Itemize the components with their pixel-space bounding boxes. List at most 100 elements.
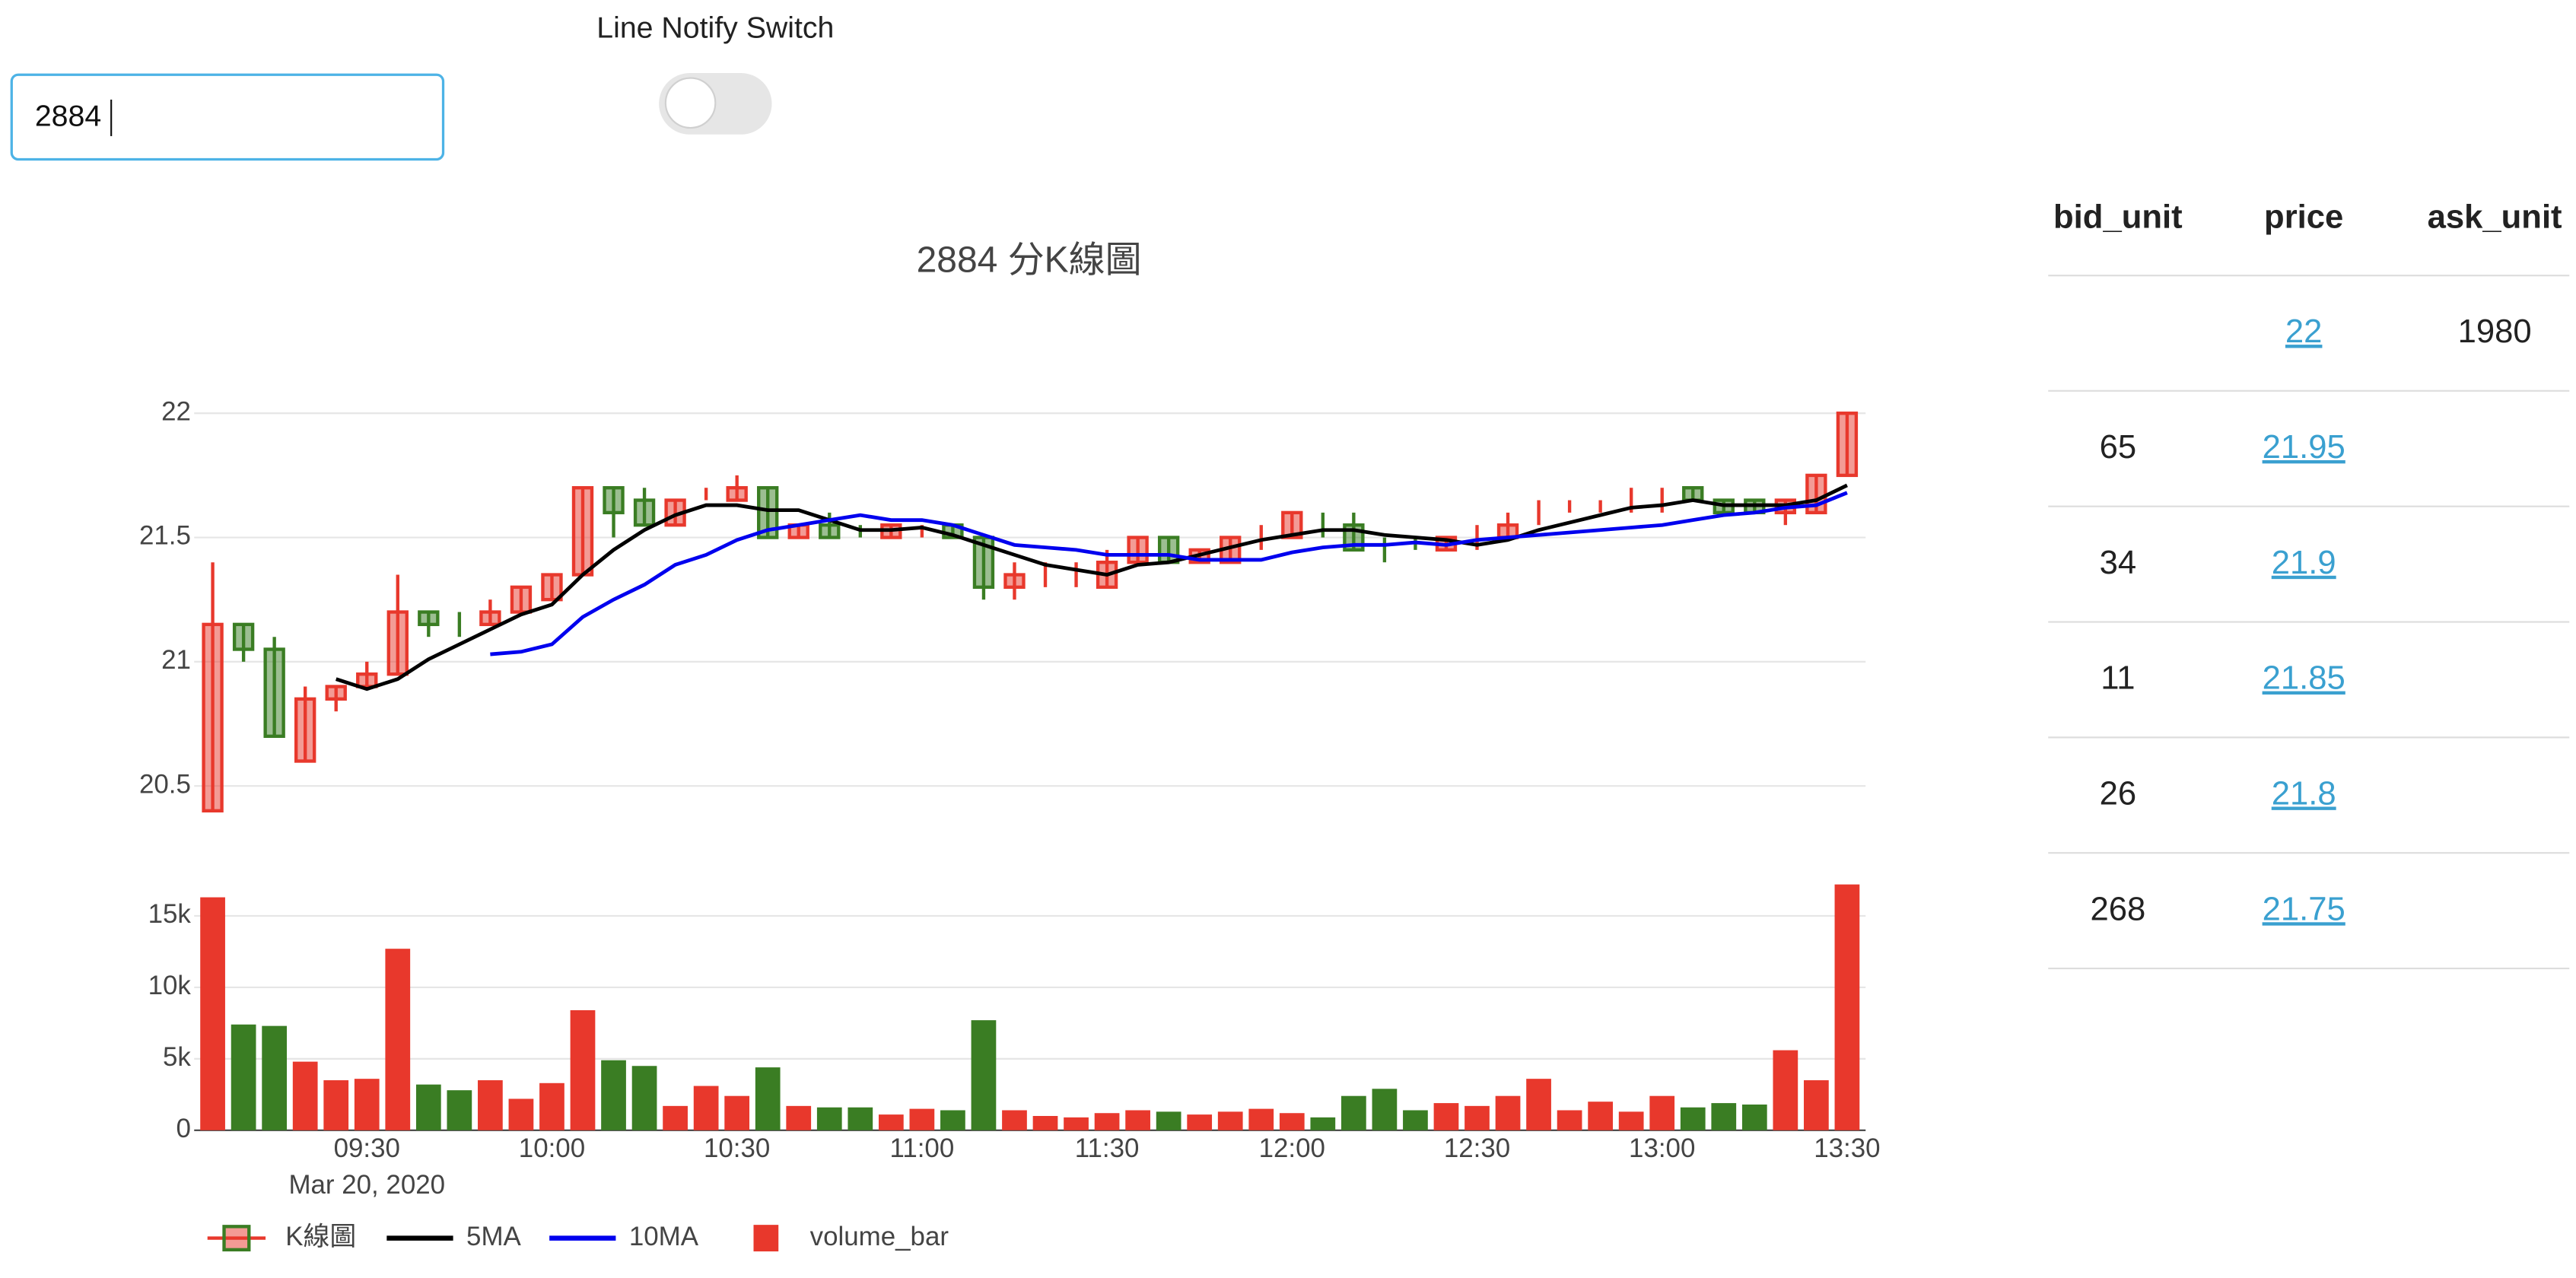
legend-label[interactable]: volume_bar (810, 1222, 949, 1251)
volume-bar (971, 1020, 997, 1130)
candle-body (1281, 510, 1303, 539)
volume-bar (1248, 1108, 1274, 1130)
volume-bar (292, 1061, 318, 1130)
x-tick-label: 09:30 (334, 1133, 400, 1163)
candle-body (356, 672, 378, 688)
volume-bar (693, 1086, 719, 1130)
candle-body (972, 536, 995, 590)
volume-bar (1032, 1115, 1058, 1130)
column-header: ask_unit (2428, 199, 2562, 236)
volume-bar (508, 1098, 534, 1130)
volume-bar (755, 1067, 781, 1130)
x-tick-label: 11:00 (890, 1133, 955, 1163)
y-tick-label: 20.5 (139, 769, 191, 799)
volume-bar (1773, 1050, 1798, 1130)
volume-bar (1064, 1117, 1089, 1130)
candle-body (386, 610, 409, 676)
volume-bar (539, 1082, 564, 1130)
candle-body (202, 622, 224, 813)
volume-bar (601, 1060, 626, 1130)
volume-bar (940, 1110, 965, 1130)
volume-bar (1804, 1080, 1829, 1130)
x-tick-label: 10:00 (519, 1133, 585, 1163)
candle-body (819, 523, 841, 539)
price-link[interactable]: 21.8 (2272, 775, 2336, 812)
volume-bar (1526, 1079, 1551, 1130)
cell: 65 (2100, 429, 2137, 466)
volume-bar (1340, 1095, 1366, 1130)
volume-bar (909, 1108, 935, 1130)
y2-tick-label: 10k (148, 971, 192, 1000)
price-link[interactable]: 21.75 (2263, 891, 2345, 927)
candle-body (232, 622, 255, 651)
candle-body (510, 585, 533, 614)
price-link[interactable]: 21.95 (2263, 429, 2345, 466)
x-date-label: Mar 20, 2020 (288, 1170, 445, 1200)
volume-bar (1279, 1113, 1305, 1130)
volume-bar (1002, 1110, 1027, 1130)
volume-bar (1588, 1102, 1613, 1130)
column-header: bid_unit (2053, 199, 2183, 236)
ma-line (490, 491, 1848, 656)
legend-label[interactable]: K線圖 (285, 1222, 356, 1251)
order-book: bid_unit price ask_unit 22 1980 65 21.95 34 21.9… (2048, 199, 2570, 970)
candle-body (571, 486, 594, 577)
volume-bar (1618, 1111, 1644, 1130)
candle-body (294, 697, 316, 763)
x-tick-label: 12:00 (1259, 1133, 1325, 1163)
candle-body (633, 498, 656, 527)
volume-bar (1217, 1111, 1243, 1130)
volume-bar (570, 1009, 596, 1130)
x-tick-label: 13:00 (1629, 1133, 1695, 1163)
candle-body (1127, 536, 1149, 564)
candle-body (541, 573, 563, 602)
switch-label: Line Notify Switch (596, 11, 834, 45)
candle-body (726, 486, 748, 502)
legend-label[interactable]: 5MA (466, 1222, 521, 1251)
y-tick-label: 21 (161, 645, 191, 675)
volume-bar (724, 1095, 750, 1130)
volume-bar (262, 1025, 288, 1130)
volume-bar (631, 1066, 657, 1130)
volume-bar (1649, 1095, 1675, 1130)
legend-swatch (753, 1225, 779, 1252)
x-tick-label: 10:30 (704, 1133, 770, 1163)
x-tick-label: 11:30 (1075, 1133, 1140, 1163)
candle-body (757, 486, 779, 539)
stock-input[interactable] (10, 73, 445, 161)
legend-candle-box (222, 1225, 251, 1252)
volume-bar (200, 897, 225, 1130)
candle-body (263, 647, 285, 739)
volume-bar (816, 1107, 842, 1130)
y2-tick-label: 15k (148, 899, 192, 929)
volume-bar (1711, 1103, 1737, 1130)
cell: 26 (2100, 775, 2137, 812)
price-link[interactable]: 22 (2285, 313, 2323, 350)
price-link[interactable]: 21.9 (2272, 545, 2336, 581)
volume-bar (1495, 1095, 1521, 1130)
volume-bar (478, 1080, 503, 1130)
volume-bar (1125, 1110, 1150, 1130)
volume-bar (1403, 1110, 1428, 1130)
toggle-knob[interactable] (664, 77, 717, 129)
input-value[interactable]: 2884 (35, 99, 101, 132)
candle-body (1003, 573, 1026, 590)
candle-body (1682, 486, 1704, 502)
cell: 1980 (2458, 313, 2532, 350)
candle-body (418, 610, 440, 627)
candle-body (1157, 536, 1180, 564)
volume-bar (1834, 884, 1860, 1130)
cell: 268 (2090, 891, 2145, 927)
legend-label[interactable]: 10MA (629, 1222, 699, 1251)
volume-bar (1156, 1111, 1181, 1130)
volume-bar (1741, 1104, 1767, 1130)
volume-bar (231, 1024, 256, 1130)
volume-bar (354, 1079, 380, 1130)
volume-bar (1433, 1103, 1459, 1130)
cell: 11 (2101, 660, 2135, 697)
y2-tick-label: 0 (176, 1114, 190, 1143)
volume-bar (1557, 1110, 1582, 1130)
price-link[interactable]: 21.85 (2263, 660, 2345, 697)
volume-bar (1372, 1089, 1398, 1130)
